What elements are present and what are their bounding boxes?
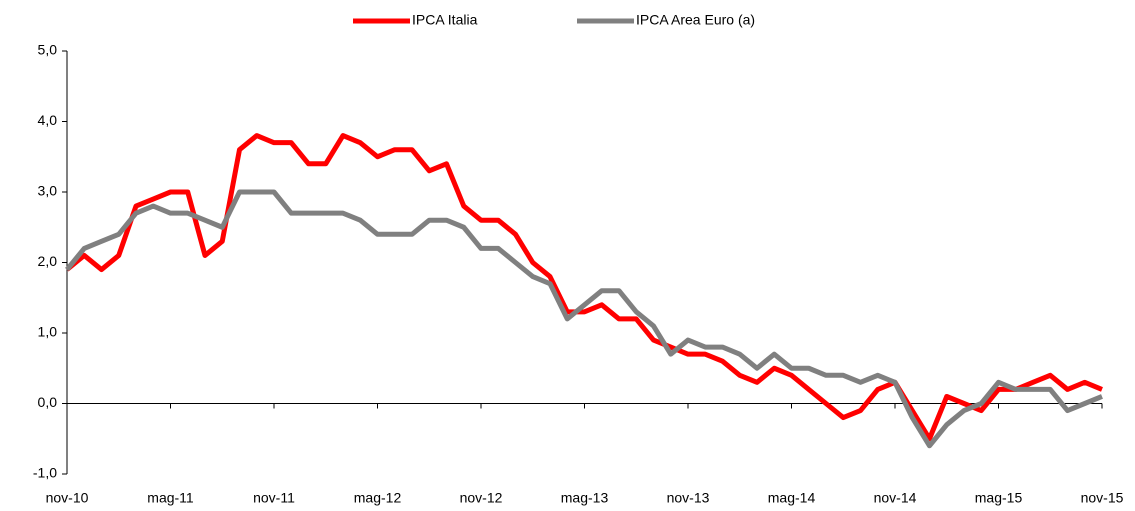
y-tick-label: -1,0 <box>33 465 57 481</box>
x-tick-label: nov-15 <box>1081 490 1124 506</box>
x-tick-label: mag-14 <box>768 490 816 506</box>
series-line <box>65 133 1103 442</box>
y-tick-label: 2,0 <box>38 253 58 269</box>
x-tick-label: nov-10 <box>46 490 89 506</box>
legend-label: IPCA Area Euro (a) <box>636 12 755 28</box>
y-tick-label: 0,0 <box>38 394 58 410</box>
series-line <box>65 189 1103 449</box>
x-tick-label: mag-13 <box>561 490 609 506</box>
legend-label: IPCA Italia <box>412 12 478 28</box>
y-tick-label: 5,0 <box>38 42 58 58</box>
x-tick-label: nov-12 <box>460 490 503 506</box>
x-tick-label: nov-14 <box>874 490 917 506</box>
x-tick-label: nov-11 <box>253 490 295 506</box>
x-tick-label: mag-15 <box>975 490 1023 506</box>
x-tick-label: nov-13 <box>667 490 710 506</box>
y-tick-label: 4,0 <box>38 112 58 128</box>
x-tick-label: mag-12 <box>354 490 402 506</box>
x-tick-label: mag-11 <box>147 490 194 506</box>
y-tick-label: 1,0 <box>38 324 58 340</box>
y-tick-label: 3,0 <box>38 183 58 199</box>
